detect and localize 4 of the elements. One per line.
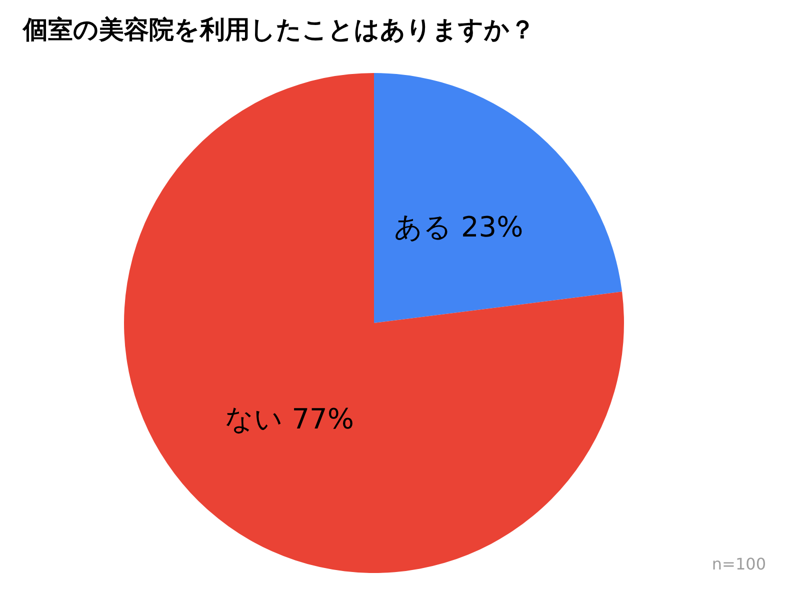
chart-title: 個室の美容院を利用したことはありますか？ [22,15,535,44]
slice-label: ある 23% [394,210,524,244]
text: n=100 [712,554,766,574]
slice-label: ない 77% [224,402,354,436]
